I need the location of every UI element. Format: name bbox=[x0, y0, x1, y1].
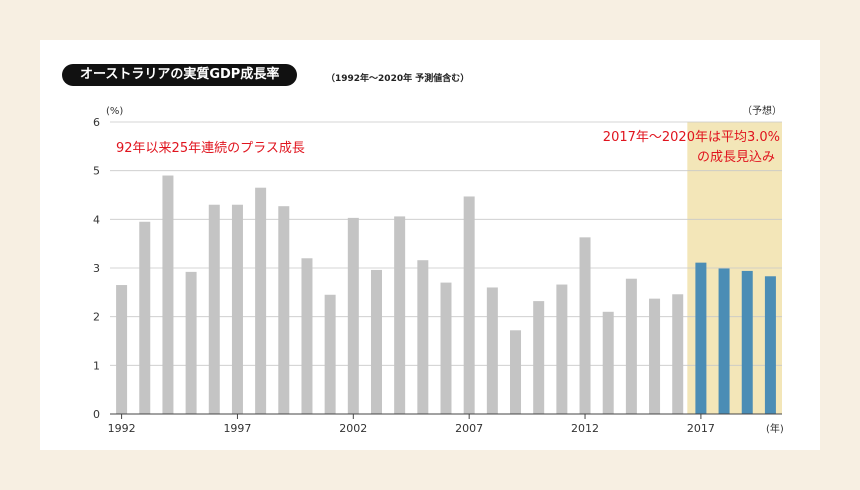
y-tick-label-5: 5 bbox=[93, 165, 100, 178]
bar-2014 bbox=[625, 278, 637, 414]
bar-2017 bbox=[695, 262, 707, 414]
y-tick-label-4: 4 bbox=[93, 213, 100, 226]
bar-2002 bbox=[347, 217, 359, 414]
bar-2020 bbox=[764, 276, 776, 414]
bar-2010 bbox=[533, 301, 545, 414]
x-tick-label-1997: 1997 bbox=[223, 422, 251, 435]
y-unit-label: (%) bbox=[106, 106, 123, 117]
bar-2005 bbox=[417, 260, 429, 414]
x-tick-label-2012: 2012 bbox=[571, 422, 599, 435]
bar-1995 bbox=[185, 271, 197, 414]
x-tick-label-2007: 2007 bbox=[455, 422, 483, 435]
y-tick-label-6: 6 bbox=[93, 116, 100, 129]
bar-2011 bbox=[556, 284, 568, 414]
x-tick-label-2017: 2017 bbox=[687, 422, 715, 435]
bar-2004 bbox=[394, 216, 406, 414]
bar-2019 bbox=[741, 270, 753, 414]
bar-2008 bbox=[486, 287, 498, 414]
bar-1996 bbox=[208, 204, 220, 414]
bar-2015 bbox=[649, 298, 661, 414]
bar-2006 bbox=[440, 282, 452, 414]
bar-1999 bbox=[278, 206, 290, 414]
bar-2016 bbox=[672, 294, 684, 414]
x-tick-label-1992: 1992 bbox=[108, 422, 136, 435]
bar-1998 bbox=[255, 187, 267, 414]
chart-title: オーストラリアの実質GDP成長率 bbox=[62, 64, 298, 86]
bar-1992 bbox=[116, 285, 128, 414]
bar-2007 bbox=[463, 196, 475, 414]
y-tick-label-0: 0 bbox=[93, 408, 100, 421]
bar-2001 bbox=[324, 294, 336, 414]
y-tick-label-3: 3 bbox=[93, 262, 100, 275]
forecast-label: （予想） bbox=[742, 104, 782, 117]
bar-1994 bbox=[162, 175, 174, 414]
bar-1997 bbox=[231, 204, 243, 414]
chart-subtitle: （1992年〜2020年 予測値含む） bbox=[326, 74, 470, 84]
bar-2003 bbox=[370, 269, 382, 414]
annotation-right-line-1: 2017年〜2020年は平均3.0% bbox=[603, 130, 780, 145]
x-tick-label-2002: 2002 bbox=[339, 422, 367, 435]
bar-1993 bbox=[139, 221, 151, 414]
x-unit-label: (年) bbox=[766, 422, 784, 435]
y-tick-label-2: 2 bbox=[93, 311, 100, 324]
bar-2013 bbox=[602, 311, 614, 414]
bar-2012 bbox=[579, 237, 591, 414]
bar-2000 bbox=[301, 258, 313, 414]
bar-2009 bbox=[510, 330, 522, 414]
bar-2018 bbox=[718, 268, 730, 414]
annotation-left: 92年以来25年連続のプラス成長 bbox=[116, 141, 305, 156]
annotation-right-line-2: の成長見込み bbox=[697, 150, 775, 165]
y-tick-label-1: 1 bbox=[93, 359, 100, 372]
